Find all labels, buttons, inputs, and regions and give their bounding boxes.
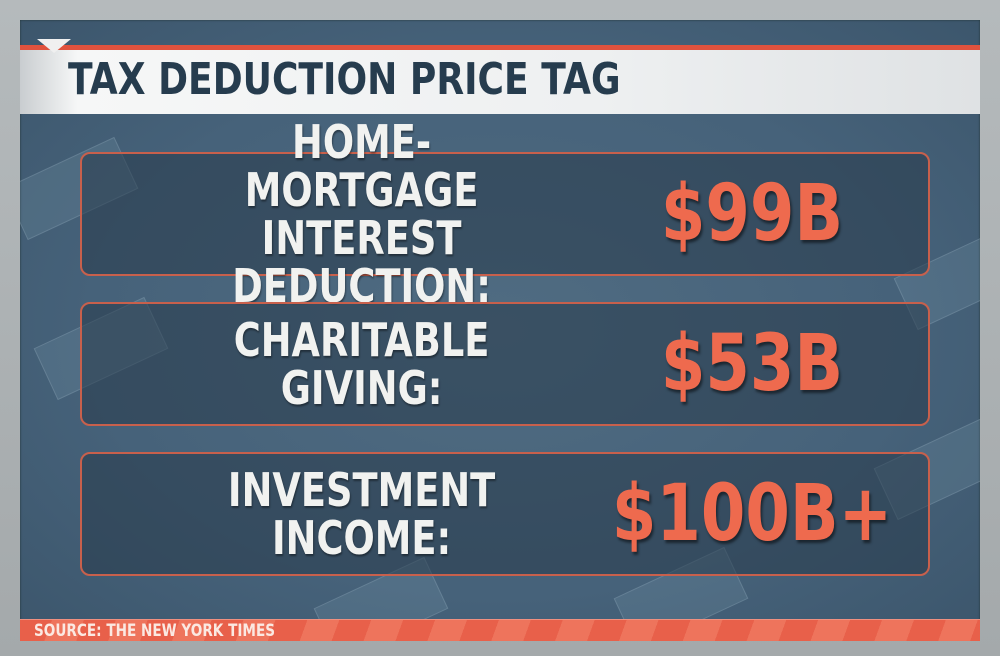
source-bar: SOURCE: THE NEW YORK TIMES <box>20 619 980 641</box>
deduction-row-mortgage: HOME-MORTGAGE INTEREST DEDUCTION: $99B <box>80 115 930 313</box>
title-bar: TAX DEDUCTION PRICE TAG <box>20 50 980 114</box>
deduction-value: $100B+ <box>611 469 893 559</box>
deduction-value: $53B <box>660 319 844 409</box>
deduction-label: CHARITABLE GIVING: <box>233 313 490 415</box>
deduction-value: $99B <box>660 169 844 259</box>
deduction-label: INVESTMENT INCOME: <box>227 463 496 565</box>
triangle-marker-icon <box>37 39 71 53</box>
deduction-row-investment: INVESTMENT INCOME: $100B+ <box>80 452 930 576</box>
deduction-label: HOME-MORTGAGE INTEREST DEDUCTION: <box>232 115 491 313</box>
accent-line <box>20 45 980 50</box>
source-text: SOURCE: THE NEW YORK TIMES <box>34 621 276 641</box>
page-title: TAX DEDUCTION PRICE TAG <box>68 54 621 105</box>
deduction-row-charitable: CHARITABLE GIVING: $53B <box>80 302 930 426</box>
graphic-panel: TAX DEDUCTION PRICE TAG HOME-MORTGAGE IN… <box>20 20 980 641</box>
